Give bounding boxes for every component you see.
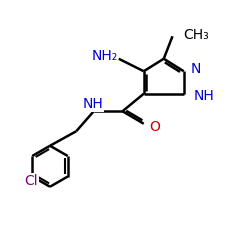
Text: NH₂: NH₂ xyxy=(91,49,118,63)
Text: NH: NH xyxy=(193,89,214,103)
Text: O: O xyxy=(149,120,160,134)
Text: NH: NH xyxy=(82,97,103,111)
Text: CH₃: CH₃ xyxy=(183,28,209,42)
Text: Cl: Cl xyxy=(24,174,38,188)
Text: N: N xyxy=(191,62,201,76)
